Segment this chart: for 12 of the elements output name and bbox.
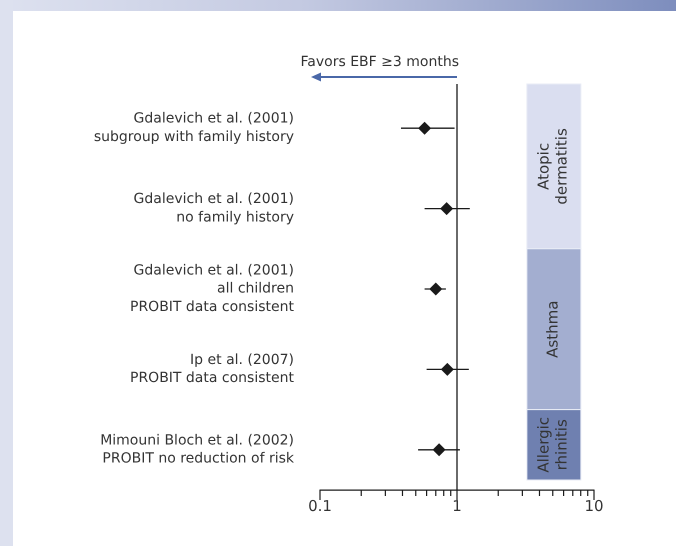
y-tick-label: Gdalevich et al. (2001) all children PROBIT data consistent	[130, 262, 294, 315]
x-tick-label: 10	[584, 496, 604, 515]
y-tick-label: Gdalevich et al. (2001) subgroup with family history	[94, 110, 294, 145]
band-label: Allergic rhinitis	[534, 416, 571, 473]
y-tick-label: Gdalevich et al. (2001) no family history	[134, 191, 294, 226]
band-label: Atopic dermatitis	[534, 128, 571, 205]
x-tick-label: 0.1	[308, 496, 332, 515]
y-tick-label: Ip et al. (2007) PROBIT data consistent	[130, 352, 294, 386]
x-tick-label: 1	[452, 496, 462, 515]
text: Favors EBF ≥3 months	[300, 54, 459, 70]
band-label: Asthma	[544, 300, 562, 358]
y-tick-label: Mimouni Bloch et al. (2002) PROBIT no reduction of risk	[100, 432, 295, 467]
